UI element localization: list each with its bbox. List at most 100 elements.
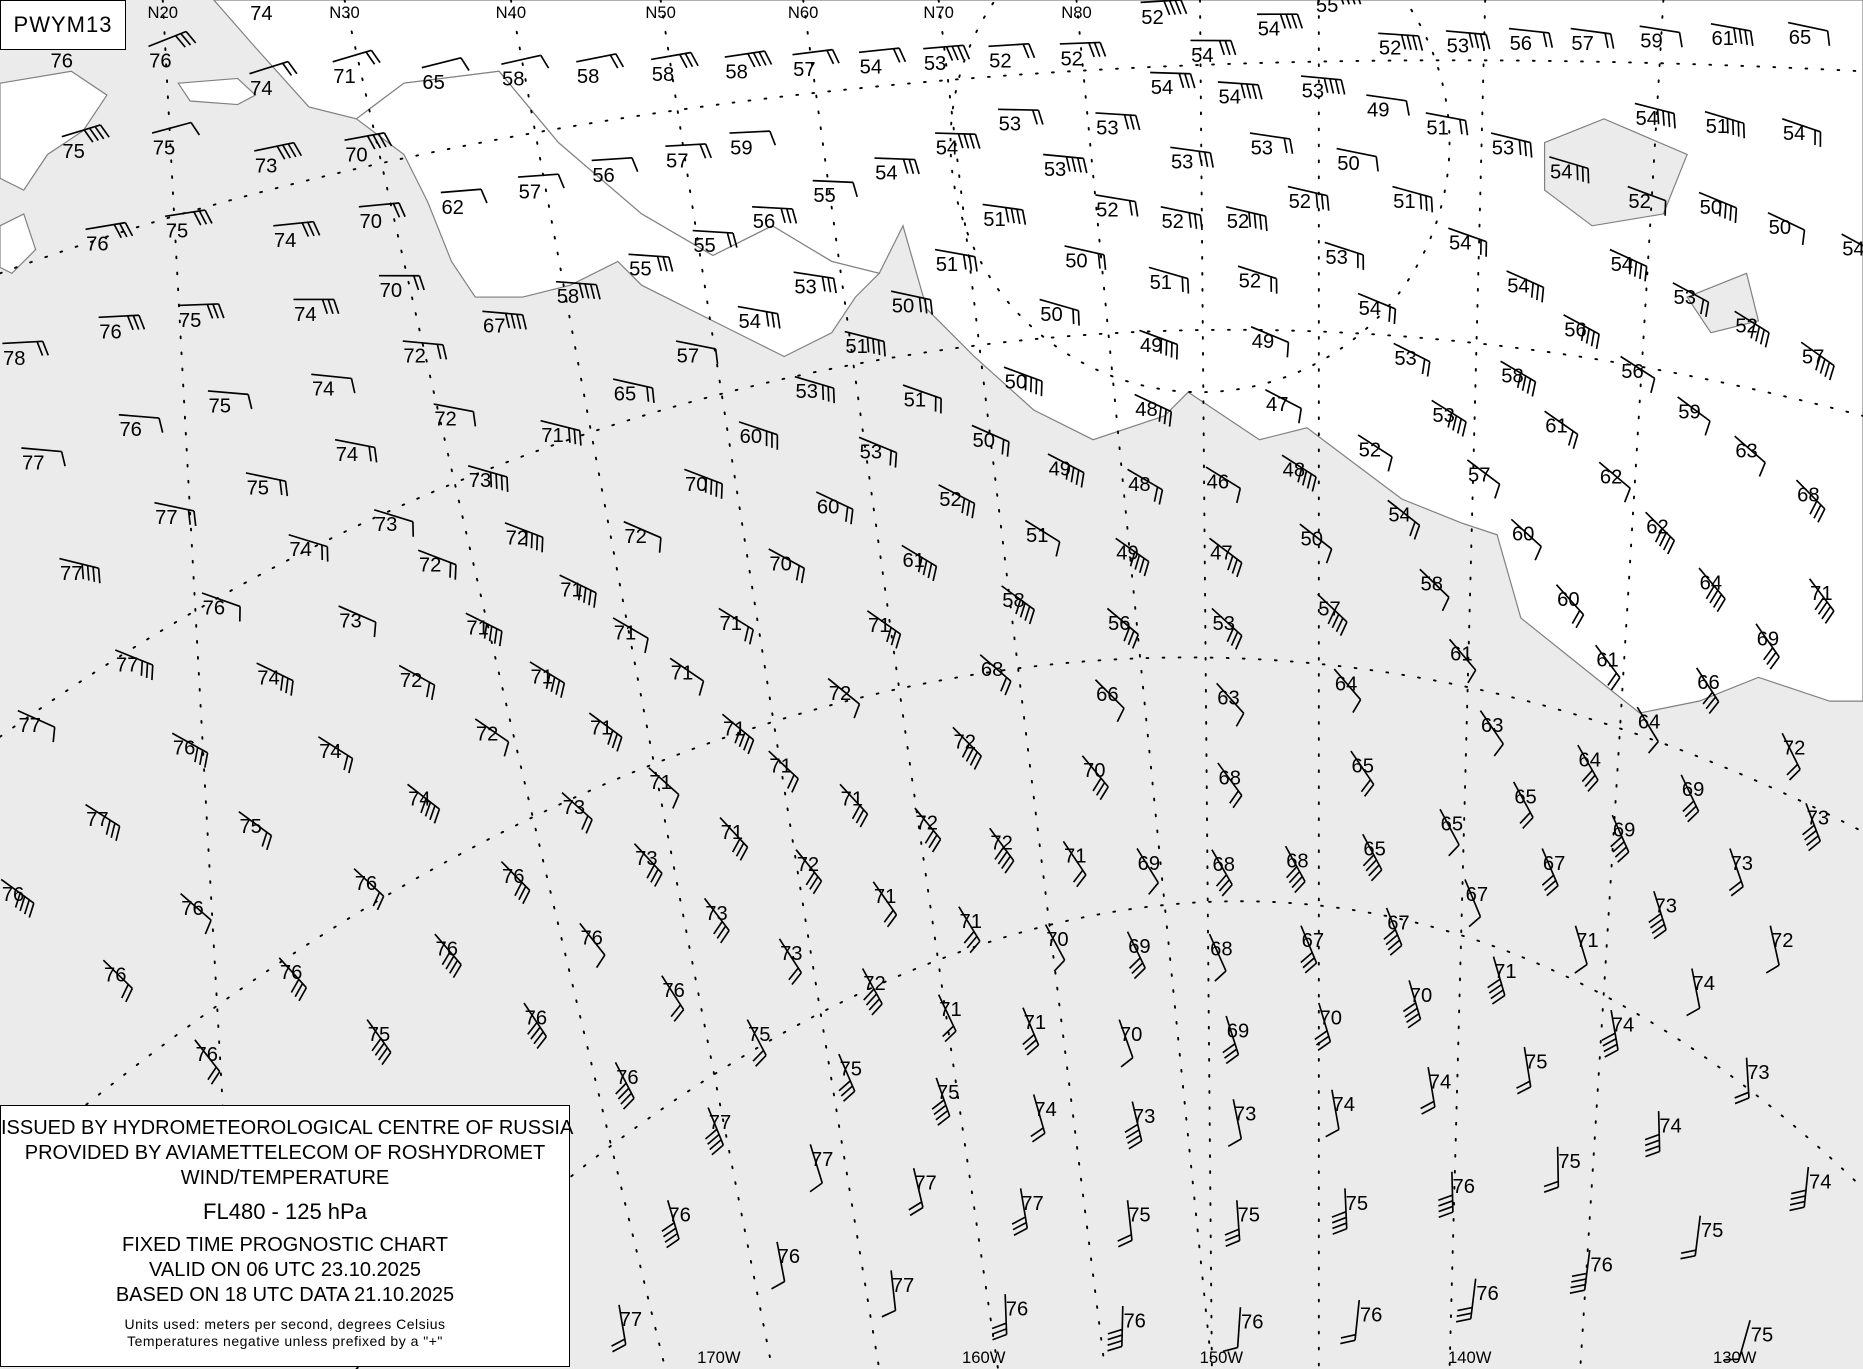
barb-feather (929, 299, 934, 315)
barb-staff (1106, 607, 1139, 636)
wind-barb (148, 30, 197, 48)
wind-barb (555, 280, 601, 300)
barb-staff (1598, 461, 1631, 489)
barb-feather (1764, 332, 1770, 348)
barb-feather (185, 30, 197, 44)
temperature-label: 77 (155, 507, 177, 529)
barb-feather (1311, 476, 1317, 492)
barb-staff (17, 709, 56, 728)
barb-staff (334, 438, 375, 449)
barb-staff (118, 413, 160, 419)
temperature-label: 73 (1655, 896, 1677, 918)
barb-staff (1118, 1019, 1134, 1058)
barb-feather (850, 509, 854, 525)
barb-feather (1485, 34, 1491, 50)
barb-staff (1492, 956, 1506, 996)
temperature-label: 50 (973, 430, 995, 452)
barb-feather (343, 755, 349, 771)
barb-feather (1123, 114, 1130, 130)
temperature-label: 76 (119, 419, 141, 441)
temperature-label: 50 (1005, 372, 1027, 394)
barb-feather (1759, 329, 1766, 345)
barb-feather (124, 222, 134, 237)
temperature-label: 75 (1701, 1220, 1723, 1242)
wind-barb (979, 654, 1012, 696)
barb-feather (424, 801, 432, 817)
temperature-label: 67 (1387, 912, 1409, 934)
barb-feather (454, 564, 457, 580)
barb-staff (366, 1019, 392, 1053)
temperature-label: 76 (51, 51, 73, 73)
barb-feather (871, 1003, 883, 1016)
barb-feather (1412, 35, 1418, 51)
wind-barb (1336, 147, 1379, 172)
temperature-label: 72 (1783, 738, 1805, 760)
barb-feather (1824, 362, 1831, 378)
barb-feather (1383, 928, 1396, 941)
temperature-label: 71 (614, 622, 636, 644)
wind-barb (374, 509, 415, 537)
temperature-label: 56 (592, 165, 614, 187)
wind-barb (1755, 623, 1780, 670)
temperature-label: 54 (1449, 233, 1471, 255)
barb-feather (426, 682, 431, 698)
barb-feather (763, 50, 773, 65)
temperature-label: 75 (166, 221, 188, 243)
legend-box: ISSUED BY HYDROMETEOROLOGICAL CENTRE OF … (0, 1105, 573, 1367)
barb-feather (1575, 614, 1585, 629)
wind-barb (1011, 1188, 1029, 1236)
barb-staff (501, 54, 541, 65)
barb-feather (840, 1085, 854, 1097)
wind-barb (1767, 211, 1806, 246)
barb-staff (440, 188, 482, 194)
barb-feather (883, 909, 894, 923)
temperature-label: 54 (1550, 161, 1572, 183)
barb-feather (945, 46, 954, 61)
barb-staff (1408, 980, 1422, 1020)
wind-barb (311, 373, 356, 394)
barb-feather (383, 132, 393, 147)
temperature-label: 59 (730, 137, 752, 159)
barb-feather (704, 143, 713, 159)
barb-staff (1064, 245, 1105, 256)
temperature-label: 71 (541, 425, 563, 447)
temperature-label: 74 (1429, 1072, 1451, 1094)
barb-feather (1375, 156, 1379, 172)
barb-feather (1790, 1195, 1806, 1200)
wind-barb (988, 42, 1036, 59)
barb-feather (1456, 1312, 1472, 1317)
barb-feather (1541, 287, 1545, 303)
barb-feather (971, 503, 976, 519)
barb-feather (1518, 139, 1522, 155)
barb-feather (1251, 84, 1258, 100)
barb-feather (1407, 1018, 1421, 1029)
barb-feather (963, 931, 975, 944)
wind-barb (1425, 112, 1469, 136)
barb-staff (500, 860, 531, 891)
wind-barb (1211, 607, 1243, 650)
wind-barb (1541, 848, 1559, 897)
barb-staff (576, 53, 617, 63)
barb-staff (1445, 30, 1487, 36)
barb-feather (1124, 1123, 1139, 1134)
barb-feather (418, 275, 425, 291)
barb-feather (1709, 589, 1719, 604)
wind-barb (958, 906, 981, 954)
barb-staff (1299, 523, 1333, 550)
barb-staff (719, 817, 749, 848)
barb-staff (707, 1107, 725, 1146)
wind-barb (402, 340, 448, 360)
barb-feather (1705, 696, 1717, 710)
barb-staff (1694, 1215, 1702, 1256)
barb-staff (815, 491, 854, 510)
barb-feather (1644, 266, 1648, 282)
barb-staff (1734, 435, 1766, 464)
barb-staff (114, 649, 154, 666)
barb-feather (966, 935, 978, 949)
barb-feather (370, 49, 381, 64)
temperature-label: 71 (841, 789, 863, 811)
temperature-label: 72 (624, 526, 646, 548)
wind-barb (872, 881, 898, 928)
barb-feather (1687, 810, 1700, 823)
barb-staff (102, 959, 133, 989)
